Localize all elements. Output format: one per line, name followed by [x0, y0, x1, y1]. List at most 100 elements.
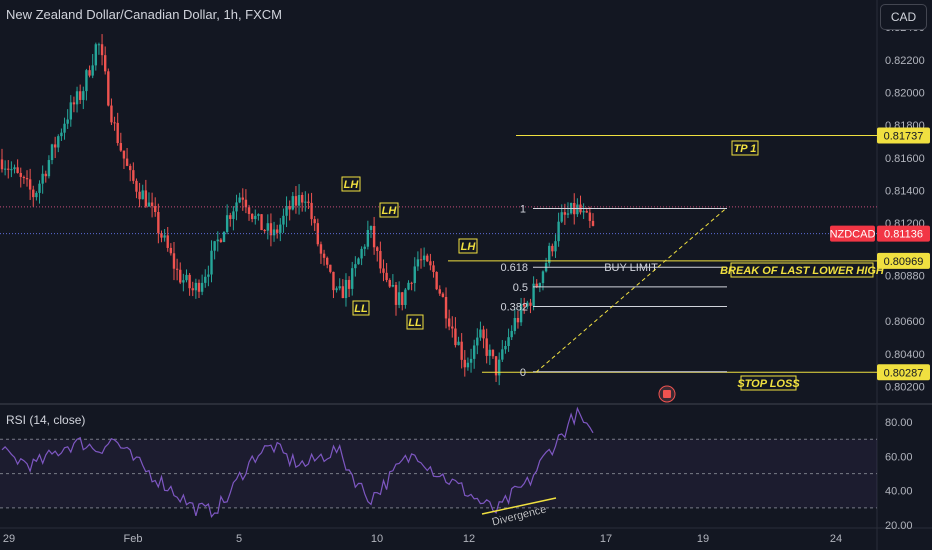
candle-body	[97, 44, 101, 46]
candle-body	[416, 259, 420, 267]
price-tick-label: 0.82200	[885, 55, 925, 67]
break-label-box	[730, 262, 874, 278]
candle-body	[185, 274, 188, 281]
candle-body	[316, 223, 320, 245]
candle-body	[344, 279, 348, 299]
price-tick-label: 0.80600	[885, 316, 925, 328]
ll-label-1: LL	[354, 303, 368, 315]
candle-body	[188, 274, 191, 289]
break-price-label: 0.80969	[884, 256, 924, 268]
candle-body	[432, 265, 435, 272]
divergence-line	[481, 497, 557, 515]
candle-body	[22, 176, 26, 179]
current-price-label: 0.81136	[884, 229, 923, 241]
candle-body	[376, 247, 379, 252]
time-tick-label: 24	[830, 533, 842, 545]
lh-label-3-box	[458, 238, 478, 254]
candle-body	[279, 224, 282, 233]
candle-body	[394, 284, 398, 305]
candle-body	[197, 282, 201, 292]
candle-body	[551, 245, 554, 252]
candle-body	[141, 190, 144, 200]
candle-body	[563, 212, 567, 215]
candle-body	[338, 286, 341, 289]
candle-body	[532, 283, 535, 306]
candle-body	[304, 201, 307, 203]
candle-body	[576, 204, 579, 215]
stop-price-label-bg	[877, 364, 930, 381]
candle-body	[535, 283, 538, 287]
candle-body	[254, 215, 257, 220]
candle-body	[438, 289, 441, 294]
candle-body	[341, 286, 345, 299]
candle-body	[147, 202, 151, 207]
candle-body	[329, 264, 332, 272]
candle-body	[207, 274, 210, 277]
time-tick-label: 19	[697, 533, 709, 545]
candle-body	[476, 337, 479, 346]
candle-body	[163, 235, 166, 238]
candle-body	[307, 201, 310, 203]
time-tick-label: 10	[371, 533, 383, 545]
candle-body	[557, 221, 560, 242]
candle-body	[94, 44, 98, 66]
candle-body	[238, 197, 241, 203]
rsi-tick-label: 20.00	[885, 520, 913, 532]
candle-body	[7, 168, 10, 170]
candle-body	[53, 144, 57, 148]
symbol-price-label: NZDCAD	[830, 229, 876, 241]
candle-body	[313, 219, 316, 224]
candle-body	[488, 349, 492, 356]
candle-body	[113, 122, 116, 124]
current-price-label-bg	[877, 225, 930, 242]
candle-body	[122, 150, 126, 159]
candle-body	[47, 160, 51, 177]
candle-body	[357, 258, 360, 265]
candle-body	[116, 122, 119, 144]
candle-body	[16, 167, 19, 173]
candle-body	[541, 271, 545, 284]
candle-body	[50, 144, 54, 161]
fib-level-label: 0.618	[500, 262, 528, 274]
candle-body	[213, 241, 216, 251]
candle-body	[125, 158, 129, 166]
candle-body	[13, 167, 16, 170]
candle-body	[379, 251, 382, 269]
candle-body	[110, 105, 113, 123]
ll-label-1-box	[352, 300, 370, 316]
candle-body	[191, 288, 194, 291]
candle-body	[347, 279, 351, 289]
candle-body	[160, 233, 163, 238]
candle-body	[494, 356, 498, 376]
candle-body	[132, 170, 135, 181]
candle-body	[32, 189, 35, 198]
currency-button[interactable]: CAD	[880, 4, 927, 30]
candle-body	[200, 282, 204, 292]
candle-body	[229, 215, 232, 219]
candle-body	[3, 168, 7, 170]
candle-body	[175, 268, 179, 270]
candle-body	[38, 183, 41, 193]
candle-body	[285, 206, 288, 216]
candle-body	[44, 173, 47, 177]
candle-body	[210, 250, 213, 275]
candle-body	[138, 191, 141, 200]
candle-body	[363, 246, 366, 249]
rsi-label: RSI (14, close)	[6, 413, 86, 427]
chart-title: New Zealand Dollar/Canadian Dollar, 1h, …	[6, 7, 283, 22]
candle-body	[469, 358, 473, 363]
rsi-tick-label: 80.00	[885, 417, 913, 429]
tp1-label: TP 1	[734, 143, 757, 155]
candle-body	[282, 215, 285, 225]
buy-limit-label: BUY LIMIT	[604, 262, 658, 274]
candle-body	[529, 302, 532, 306]
candle-body	[366, 230, 370, 247]
candle-body	[391, 284, 395, 287]
break-label: BREAK OF LAST LOWER HIGH	[720, 265, 885, 277]
candle-body	[119, 143, 123, 151]
candle-body	[204, 276, 207, 283]
candle-body	[385, 272, 388, 281]
candle-body	[41, 173, 44, 184]
fib-level-label: 0.5	[513, 282, 528, 294]
